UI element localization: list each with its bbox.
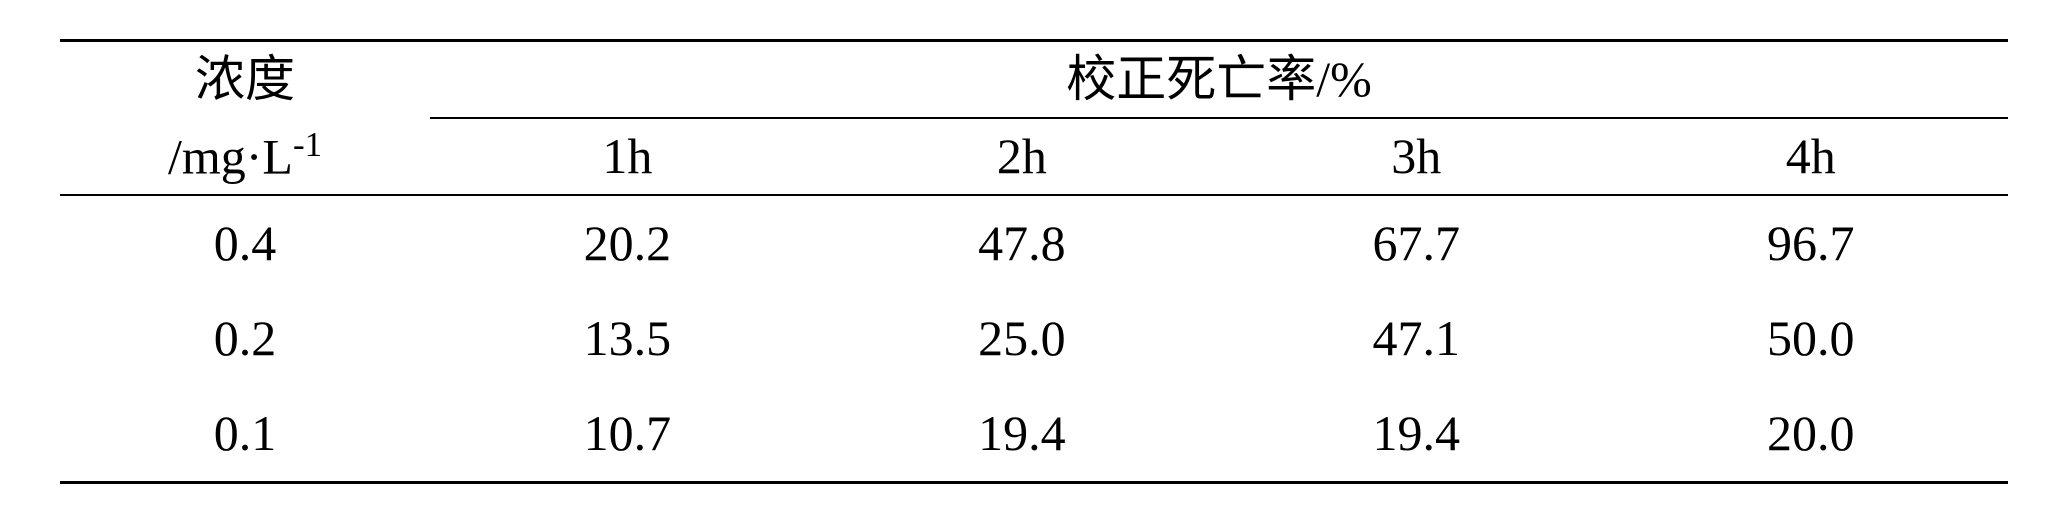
- header-rowlabel-line2: /mg·L-1: [60, 118, 430, 195]
- cell-val: 13.5: [430, 291, 824, 386]
- cell-val: 25.0: [825, 291, 1219, 386]
- cell-val: 19.4: [1219, 386, 1613, 483]
- table-row: 0.1 10.7 19.4 19.4 20.0: [60, 386, 2008, 483]
- cell-val: 20.2: [430, 195, 824, 291]
- cell-val: 47.8: [825, 195, 1219, 291]
- header-time-2: 3h: [1219, 118, 1613, 195]
- cell-val: 67.7: [1219, 195, 1613, 291]
- header-span-label: 校正死亡率/%: [430, 41, 2008, 119]
- header-rowlabel-line1: 浓度: [60, 41, 430, 119]
- header-rowlabel-unit-sup: -1: [293, 125, 322, 164]
- cell-conc: 0.2: [60, 291, 430, 386]
- cell-val: 50.0: [1614, 291, 2008, 386]
- table-header-row-2: /mg·L-1 1h 2h 3h 4h: [60, 118, 2008, 195]
- cell-val: 20.0: [1614, 386, 2008, 483]
- header-time-1: 2h: [825, 118, 1219, 195]
- header-time-0: 1h: [430, 118, 824, 195]
- header-rowlabel-unit-prefix: /mg·L: [168, 129, 293, 185]
- mortality-table: 浓度 校正死亡率/% /mg·L-1 1h 2h 3h 4h 0.4 20.2 …: [60, 39, 2008, 484]
- table-row: 0.2 13.5 25.0 47.1 50.0: [60, 291, 2008, 386]
- cell-val: 47.1: [1219, 291, 1613, 386]
- cell-val: 19.4: [825, 386, 1219, 483]
- cell-val: 10.7: [430, 386, 824, 483]
- mortality-table-container: 浓度 校正死亡率/% /mg·L-1 1h 2h 3h 4h 0.4 20.2 …: [0, 0, 2068, 523]
- table-header-row-1: 浓度 校正死亡率/%: [60, 41, 2008, 119]
- table-row: 0.4 20.2 47.8 67.7 96.7: [60, 195, 2008, 291]
- cell-val: 96.7: [1614, 195, 2008, 291]
- cell-conc: 0.1: [60, 386, 430, 483]
- header-time-3: 4h: [1614, 118, 2008, 195]
- cell-conc: 0.4: [60, 195, 430, 291]
